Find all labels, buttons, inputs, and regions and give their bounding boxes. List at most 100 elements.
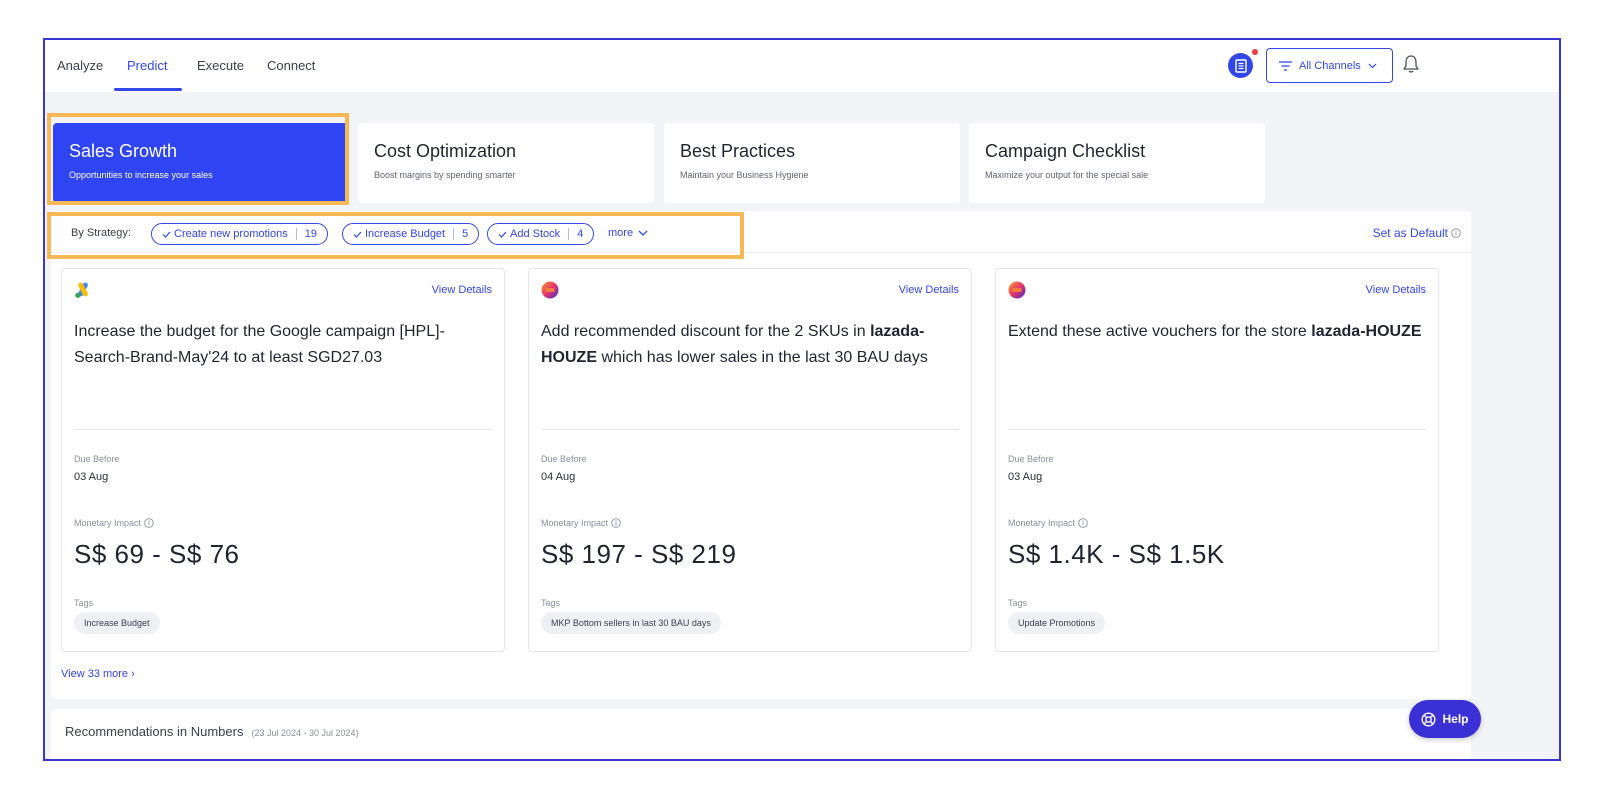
check-icon <box>498 231 507 238</box>
chevron-down-icon <box>1368 63 1377 68</box>
check-icon <box>353 231 362 238</box>
bell-icon[interactable] <box>1402 54 1420 74</box>
category-subtitle: Maintain your Business Hygiene <box>680 170 809 180</box>
info-icon[interactable] <box>144 518 154 528</box>
due-label: Due Before <box>1008 454 1054 464</box>
tab-connect[interactable]: Connect <box>267 58 316 73</box>
set-as-default-button[interactable]: Set as Default <box>1373 226 1461 240</box>
set-default-label: Set as Default <box>1372 226 1448 240</box>
numbers-section: Recommendations in Numbers (23 Jul 2024 -… <box>51 709 1471 759</box>
strategy-filter-row: By Strategy: Create new promotions 19 In… <box>51 211 1471 253</box>
tag-pill: Update Promotions <box>1008 612 1106 634</box>
chip-label: Add Stock <box>510 228 561 240</box>
category-subtitle: Maximize your output for the special sal… <box>985 170 1149 180</box>
chip-count: 19 <box>304 228 317 240</box>
check-icon <box>162 231 171 238</box>
store-name: lazada-HOUZE <box>1311 323 1422 340</box>
strategy-chip-add-stock[interactable]: Add Stock 4 <box>487 223 595 245</box>
category-title: Sales Growth <box>69 141 178 161</box>
title-text: Extend these active vouchers for the sto… <box>1008 323 1312 340</box>
title-text-suffix: which has lower sales in the last 30 BAU… <box>597 349 928 366</box>
tab-analyze[interactable]: Analyze <box>57 58 104 73</box>
recommendation-title: Extend these active vouchers for the sto… <box>1008 319 1428 345</box>
monetary-impact-value: S$ 1.4K - S$ 1.5K <box>1008 539 1225 569</box>
impact-label-text: Monetary Impact <box>1008 518 1076 528</box>
title-text: Increase the budget for the Google campa… <box>74 323 445 366</box>
impact-label: Monetary Impact <box>541 518 621 528</box>
numbers-title: Recommendations in Numbers (23 Jul 2024 -… <box>65 724 359 739</box>
tags-label: Tags <box>74 598 94 608</box>
report-icon-button[interactable] <box>1228 53 1253 78</box>
view-details-link[interactable]: View Details <box>431 284 492 296</box>
category-title: Best Practices <box>680 141 796 161</box>
category-title: Campaign Checklist <box>985 141 1146 161</box>
impact-label-text: Monetary Impact <box>541 518 609 528</box>
google-ads-icon <box>75 282 88 298</box>
tags-label: Tags <box>541 598 561 608</box>
store-name: lazada-HOUZE <box>541 323 925 366</box>
info-icon <box>1451 228 1461 238</box>
recommendation-title: Add recommended discount for the 2 SKUs … <box>541 319 961 371</box>
tab-execute[interactable]: Execute <box>197 58 244 73</box>
recommendation-card: View Details Increase the budget for the… <box>61 268 505 652</box>
recommendation-title: Increase the budget for the Google campa… <box>74 319 494 371</box>
more-label: more <box>608 227 634 239</box>
chip-label: Create new promotions <box>174 228 288 240</box>
tags-label: Tags <box>1008 598 1028 608</box>
view-more-link[interactable]: View 33 more › <box>61 668 135 680</box>
category-subtitle: Opportunities to increase your sales <box>69 170 213 180</box>
channel-filter-button[interactable]: All Channels <box>1266 48 1393 83</box>
chip-divider <box>568 228 570 240</box>
date-range: (23 Jul 2024 - 30 Jul 2024) <box>251 728 359 738</box>
recommendation-card: View Details Add recommended discount fo… <box>528 268 972 652</box>
filter-icon <box>1279 60 1292 71</box>
info-icon[interactable] <box>1078 518 1088 528</box>
top-nav: Analyze Predict Execute Connect All Chan… <box>45 40 1559 92</box>
chevron-down-icon <box>638 230 648 236</box>
recommendations-panel: By Strategy: Create new promotions 19 In… <box>51 211 1471 699</box>
category-card-campaign-checklist[interactable]: Campaign Checklist Maximize your output … <box>969 123 1265 203</box>
lazada-icon <box>1008 281 1026 299</box>
impact-label-text: Monetary Impact <box>74 518 142 528</box>
chip-count: 4 <box>577 228 584 240</box>
divider <box>1008 429 1426 430</box>
more-strategies-button[interactable]: more <box>608 227 648 239</box>
view-details-link[interactable]: View Details <box>1365 284 1426 296</box>
monetary-impact-value: S$ 197 - S$ 219 <box>541 539 737 569</box>
chip-label: Increase Budget <box>365 228 446 240</box>
app-frame: Analyze Predict Execute Connect All Chan… <box>43 38 1561 761</box>
due-value: 03 Aug <box>1008 471 1043 483</box>
view-details-link[interactable]: View Details <box>898 284 959 296</box>
chip-count: 5 <box>462 228 469 240</box>
help-label: Help <box>1442 712 1469 726</box>
help-button[interactable]: Help <box>1409 700 1481 738</box>
info-icon[interactable] <box>611 518 621 528</box>
lazada-icon <box>541 281 559 299</box>
chip-divider <box>295 228 297 240</box>
strategy-chip-increase-budget[interactable]: Increase Budget 5 <box>342 223 480 245</box>
tag-pill: Increase Budget <box>74 612 160 634</box>
strategy-chip-create-new-promotions[interactable]: Create new promotions 19 <box>151 223 328 245</box>
notification-dot <box>1252 49 1258 55</box>
channel-filter-label: All Channels <box>1299 59 1361 72</box>
due-value: 04 Aug <box>541 471 576 483</box>
impact-label: Monetary Impact <box>1008 518 1088 528</box>
due-label: Due Before <box>74 454 120 464</box>
category-card-cost-optimization[interactable]: Cost Optimization Boost margins by spend… <box>358 123 654 203</box>
strategy-label: By Strategy: <box>71 227 131 239</box>
category-title: Cost Optimization <box>374 141 517 161</box>
divider <box>74 429 492 430</box>
due-label: Due Before <box>541 454 587 464</box>
recommendation-card: View Details Extend these active voucher… <box>995 268 1439 652</box>
numbers-title-text: Recommendations in Numbers <box>65 724 244 739</box>
divider <box>541 429 959 430</box>
category-card-sales-growth[interactable]: Sales Growth Opportunities to increase y… <box>53 123 349 203</box>
impact-label: Monetary Impact <box>74 518 154 528</box>
category-card-best-practices[interactable]: Best Practices Maintain your Business Hy… <box>664 123 960 203</box>
tab-predict[interactable]: Predict <box>127 58 168 73</box>
category-subtitle: Boost margins by spending smarter <box>374 170 516 180</box>
tag-pill: MKP Bottom sellers in last 30 BAU days <box>541 612 721 634</box>
help-icon <box>1421 711 1436 727</box>
monetary-impact-value: S$ 69 - S$ 76 <box>74 539 240 569</box>
chip-divider <box>453 228 455 240</box>
